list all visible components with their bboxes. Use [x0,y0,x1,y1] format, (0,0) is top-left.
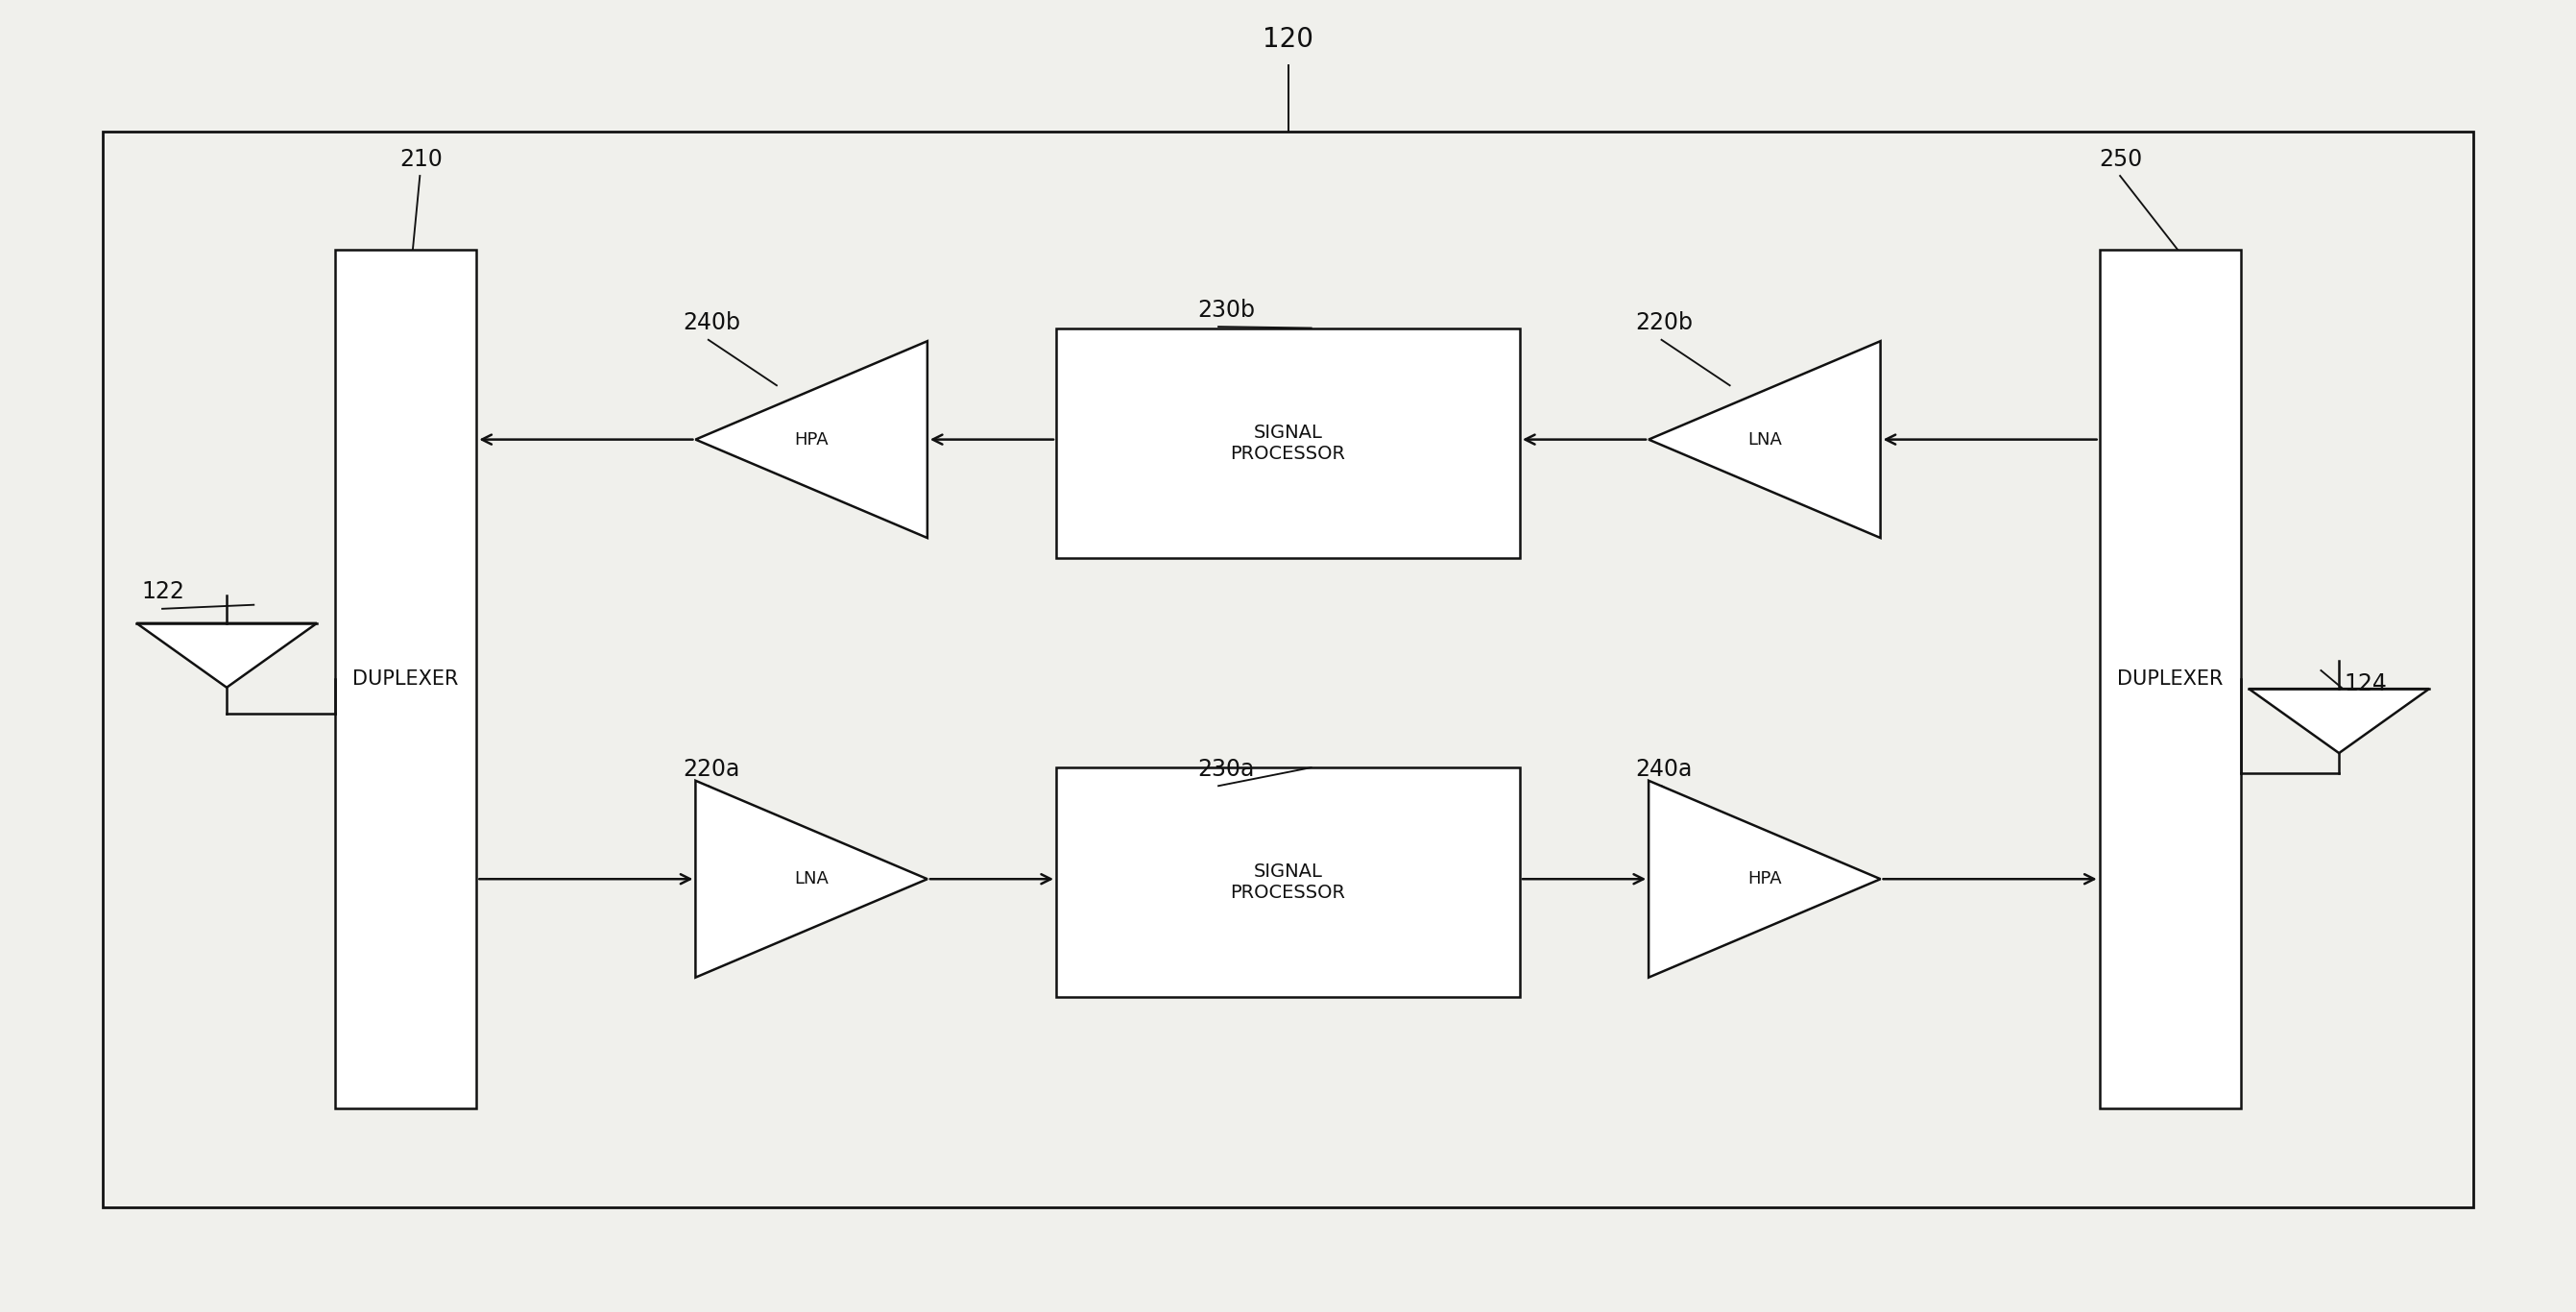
Bar [1056,768,1520,997]
Polygon shape [696,341,927,538]
Text: 240a: 240a [1636,757,1692,781]
Text: DUPLEXER: DUPLEXER [2117,669,2223,689]
Text: 210: 210 [399,147,443,171]
Polygon shape [2249,689,2429,753]
Text: 230a: 230a [1198,757,1255,781]
Text: 124: 124 [2344,672,2388,695]
Bar [2099,249,2241,1109]
Text: 240b: 240b [683,311,739,335]
Text: DUPLEXER: DUPLEXER [353,669,459,689]
Text: SIGNAL
PROCESSOR: SIGNAL PROCESSOR [1231,422,1345,463]
Text: 122: 122 [142,580,185,604]
Bar [1056,328,1520,558]
Text: 230b: 230b [1198,298,1255,321]
Text: 250: 250 [2099,147,2143,171]
Text: HPA: HPA [1747,870,1783,888]
Bar [335,249,477,1109]
Text: LNA: LNA [793,870,829,888]
Text: HPA: HPA [793,430,829,449]
Text: 120: 120 [1262,26,1314,52]
Bar [103,131,2473,1207]
Polygon shape [1649,781,1880,977]
Text: 220b: 220b [1636,311,1692,335]
Polygon shape [1649,341,1880,538]
Text: 220a: 220a [683,757,739,781]
Polygon shape [137,623,317,687]
Text: LNA: LNA [1747,430,1783,449]
Text: SIGNAL
PROCESSOR: SIGNAL PROCESSOR [1231,862,1345,903]
Polygon shape [696,781,927,977]
